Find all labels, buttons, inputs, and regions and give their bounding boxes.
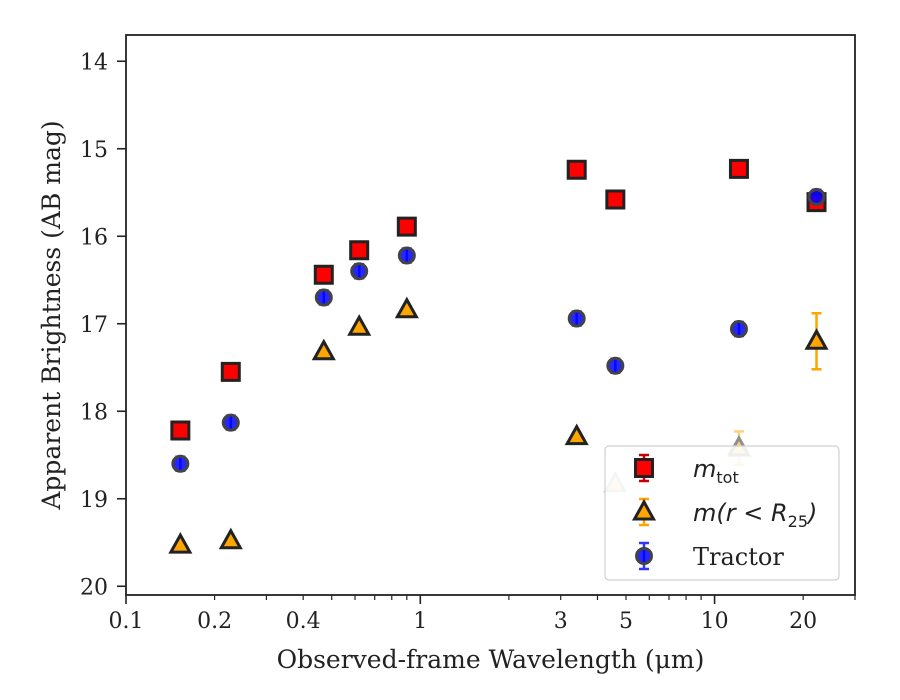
circle-marker — [807, 187, 826, 206]
y-tick-label: 17 — [80, 313, 108, 338]
legend-box — [604, 445, 840, 581]
x-tick-label: 1 — [413, 609, 427, 634]
data-point-group — [394, 296, 419, 319]
data-point-group — [606, 356, 625, 375]
legend: mtot m(r < R25) Tractor — [604, 445, 840, 581]
x-axis-label: Observed-frame Wavelength (μm) — [277, 645, 705, 674]
data-point-group — [221, 413, 240, 432]
circle-marker — [397, 246, 416, 265]
data-point-group — [347, 314, 372, 336]
series-square — [170, 158, 827, 441]
x-tick-label: 20 — [789, 609, 817, 634]
data-point-group — [314, 288, 333, 307]
data-point-group — [350, 262, 369, 281]
y-tick-label: 14 — [80, 50, 108, 75]
circle-marker — [314, 288, 333, 307]
data-point-group — [313, 264, 334, 285]
data-point-group — [807, 187, 826, 206]
data-point-group — [396, 216, 417, 237]
circle-marker — [171, 454, 190, 473]
triangle-marker — [564, 423, 589, 446]
series-circle — [171, 187, 826, 473]
legend-label: Tractor — [693, 543, 784, 571]
square-marker — [349, 240, 370, 261]
legend-label: m(r < R25) — [693, 499, 817, 531]
y-axis-label: Apparent Brightness (AB mag) — [37, 120, 66, 510]
legend-label: mtot — [693, 455, 739, 487]
circle-marker — [221, 413, 240, 432]
triangle-marker — [311, 338, 336, 361]
legend-square-marker — [634, 458, 654, 478]
plot-frame — [125, 34, 856, 596]
x-tick-label: 3 — [554, 609, 568, 634]
y-tick-label: 16 — [80, 225, 108, 250]
x-tick-label: 0.4 — [286, 609, 321, 634]
triangle-marker — [394, 296, 419, 319]
x-tick-label: 5 — [619, 609, 633, 634]
data-point-group — [220, 361, 241, 382]
x-tick-label: 0.2 — [197, 609, 232, 634]
circle-marker — [729, 320, 748, 338]
data-point-group — [728, 158, 749, 179]
data-point-group — [168, 532, 193, 554]
triangle-marker — [218, 527, 243, 550]
y-axis: 14 15 16 17 18 19 20 — [80, 50, 126, 600]
triangle-marker — [168, 532, 193, 554]
square-marker — [396, 216, 417, 237]
legend-circle-marker — [635, 547, 653, 565]
data-point-group — [397, 246, 416, 265]
circle-marker — [350, 262, 369, 281]
y-tick-label: 15 — [80, 138, 108, 163]
data-point-group — [170, 420, 191, 441]
data-point-group — [171, 454, 190, 473]
square-marker — [605, 189, 626, 210]
data-point-group — [804, 312, 829, 371]
data-point-group — [567, 309, 586, 328]
circle-marker — [606, 356, 625, 375]
square-marker — [170, 420, 191, 441]
data-point-group — [566, 159, 587, 180]
square-marker — [566, 159, 587, 180]
plot-area — [125, 34, 856, 596]
x-axis: 0.1 0.2 0.4 1 3 5 10 20 — [109, 595, 856, 634]
y-tick-label: 19 — [80, 488, 108, 513]
data-point-group — [311, 338, 336, 361]
y-tick-label: 20 — [80, 575, 108, 600]
data-point-group — [218, 527, 243, 550]
data-point-group — [349, 240, 370, 261]
circle-marker — [567, 309, 586, 328]
square-marker — [728, 158, 749, 179]
triangle-marker — [804, 328, 829, 350]
x-tick-label: 0.1 — [109, 609, 144, 634]
data-point-group — [729, 320, 748, 338]
triangle-marker — [347, 314, 372, 336]
y-tick-label: 18 — [80, 400, 108, 425]
data-point-group — [564, 423, 589, 446]
x-tick-label: 10 — [701, 609, 729, 634]
data-point-group — [605, 189, 626, 210]
square-marker — [220, 361, 241, 382]
square-marker — [313, 264, 334, 285]
legend-triangle-marker — [631, 498, 657, 521]
